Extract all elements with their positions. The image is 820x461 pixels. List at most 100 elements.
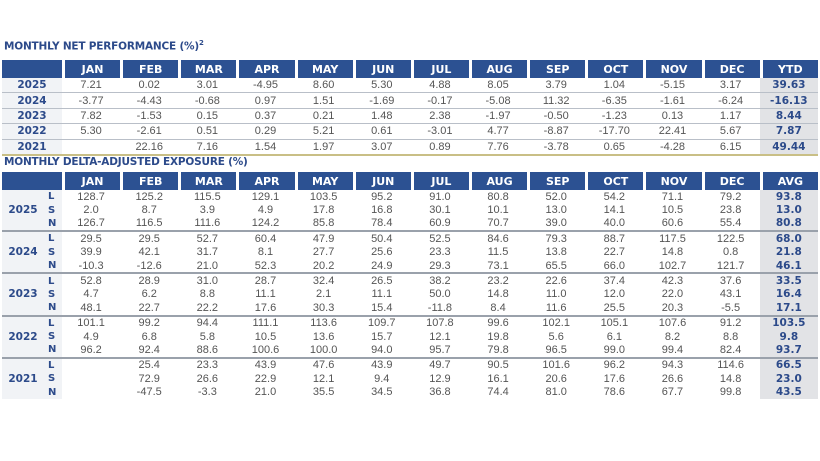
value-cell: 88.6 bbox=[196, 343, 219, 356]
table-row: N 48.1 22.7 22.2 17.6 30.3 15.4 -11.8 8.4 11.6 25.… bbox=[2, 301, 818, 315]
value-cell: 2.0 bbox=[83, 204, 99, 217]
footnote-marker: 2 bbox=[198, 39, 204, 47]
value-cell: 49.7 bbox=[410, 356, 469, 372]
value-cell: 35.5 bbox=[312, 386, 335, 399]
value-cell: 22.9 bbox=[254, 372, 277, 385]
value-cell: -11.8 bbox=[427, 301, 453, 314]
value-cell: 30.3 bbox=[312, 301, 335, 314]
value-cell: 36.8 bbox=[429, 386, 451, 399]
value-cell: 124.2 bbox=[251, 217, 280, 230]
value-cell: 0.89 bbox=[410, 138, 469, 156]
avg-cell: 16.4 bbox=[759, 287, 818, 302]
value-cell: 26.5 bbox=[352, 272, 411, 287]
value-cell bbox=[62, 385, 120, 398]
column-header: NOV bbox=[643, 172, 702, 190]
value-cell: 0.61 bbox=[352, 123, 411, 138]
value-cell: 8.60 bbox=[312, 79, 335, 92]
value-cell: 10.5 bbox=[254, 330, 277, 343]
value-cell: 14.8 bbox=[719, 372, 742, 385]
value-cell: 60.9 bbox=[429, 217, 451, 230]
year-label: 2023 bbox=[2, 272, 44, 315]
table-row: S 4.9 6.8 5.8 10.5 13.6 15.7 12.1 19.8 5.6 6.1 8.2 8… bbox=[2, 329, 818, 344]
value-cell: 7.82 bbox=[62, 107, 121, 123]
table-row: S 2.0 8.7 3.9 4.9 17.8 16.8 30.1 10.1 13.0 14.1 10.… bbox=[2, 203, 818, 217]
value-cell: 28.9 bbox=[120, 272, 179, 287]
value-cell: 96.2 bbox=[585, 356, 644, 372]
value-cell: 9.4 bbox=[374, 372, 390, 385]
column-header: APR bbox=[236, 60, 295, 78]
value-cell: 4.9 bbox=[257, 204, 274, 217]
value-cell: 29.3 bbox=[429, 259, 451, 272]
year-label: 2023 bbox=[2, 107, 62, 124]
value-cell: 79.3 bbox=[527, 230, 586, 245]
value-cell: 8.05 bbox=[487, 79, 509, 92]
value-cell: -3.77 bbox=[62, 92, 121, 107]
ytd-cell: 49.44 bbox=[759, 138, 818, 156]
value-cell: -0.50 bbox=[527, 107, 586, 123]
value-cell: 129.1 bbox=[251, 190, 280, 203]
column-header: AUG bbox=[468, 60, 528, 78]
column-header: JUL bbox=[410, 172, 469, 190]
header-row: JAN FEB MAR APR MAY JUN JUL AUG SEP OCT NOV DEC YTD bbox=[2, 60, 818, 78]
value-cell: 48.1 bbox=[80, 301, 102, 314]
table-row: 2024 L 29.5 29.5 52.7 60.4 47.9 50.4 52.5 84.6 79.… bbox=[2, 230, 818, 273]
exposure-type-label: L bbox=[44, 314, 62, 330]
table-row: 2022 L 101.1 99.2 94.4 111.1 113.6 109.7 107.8 99… bbox=[2, 314, 818, 357]
value-cell: 8.8 bbox=[199, 288, 215, 301]
value-cell: 100.0 bbox=[309, 343, 338, 356]
exposure-type-label: L bbox=[44, 356, 62, 373]
value-cell bbox=[62, 356, 121, 372]
exposure-type-label: L bbox=[44, 272, 62, 288]
table-row: 2025 7.21 0.02 3.01 -4.95 8.60 5.30 4.88 8.05 3.7… bbox=[2, 78, 818, 93]
table-row: S 39.9 42.1 31.7 8.1 27.7 25.6 23.3 11.5 13.8 22.7… bbox=[2, 245, 818, 259]
avg-cell: 93.8 bbox=[759, 190, 818, 204]
avg-cell: 68.0 bbox=[759, 230, 818, 246]
value-cell: 21.0 bbox=[196, 259, 219, 272]
value-cell: 0.15 bbox=[178, 107, 237, 123]
value-cell: 20.3 bbox=[661, 301, 684, 314]
exposure-type-label: S bbox=[44, 203, 62, 217]
column-header: FEB bbox=[120, 60, 179, 78]
value-cell: -6.24 bbox=[701, 92, 760, 107]
value-cell: -1.23 bbox=[585, 107, 644, 123]
value-cell: 50.0 bbox=[429, 288, 451, 301]
value-cell: 99.8 bbox=[719, 386, 742, 399]
value-cell: -4.95 bbox=[252, 79, 279, 92]
exposure-type-label: S bbox=[44, 287, 62, 302]
avg-cell: 46.1 bbox=[759, 258, 818, 273]
exposure-type-label: N bbox=[44, 258, 62, 273]
value-cell: 16.8 bbox=[371, 204, 393, 217]
value-cell: 34.5 bbox=[371, 386, 393, 399]
avg-cell: 33.5 bbox=[759, 272, 818, 288]
value-cell: 6.1 bbox=[606, 330, 622, 343]
value-cell: 0.65 bbox=[585, 138, 644, 156]
value-cell: 1.48 bbox=[352, 107, 411, 123]
value-cell: 26.6 bbox=[661, 372, 684, 385]
value-cell: 5.30 bbox=[371, 79, 393, 92]
value-cell: -5.5 bbox=[721, 301, 741, 314]
performance-title: MONTHLY NET PERFORMANCE (%)2 bbox=[4, 39, 204, 53]
value-cell: 1.54 bbox=[236, 138, 295, 156]
value-cell: 43.9 bbox=[352, 356, 411, 372]
value-cell bbox=[62, 138, 121, 156]
column-header: JAN bbox=[62, 172, 121, 190]
avg-cell: 13.0 bbox=[759, 203, 818, 217]
value-cell: 5.67 bbox=[701, 123, 760, 138]
table-row: N -10.3 -12.6 21.0 52.3 20.2 24.9 29.3 73.1 65.5 6… bbox=[2, 258, 818, 273]
value-cell: 78.6 bbox=[603, 386, 626, 399]
value-cell: 5.30 bbox=[62, 123, 121, 138]
value-cell: 22.2 bbox=[196, 301, 219, 314]
value-cell: 22.0 bbox=[661, 288, 684, 301]
column-header: MAY bbox=[294, 60, 353, 78]
value-cell: 0.51 bbox=[178, 123, 237, 138]
value-cell: 17.6 bbox=[603, 372, 626, 385]
value-cell: 94.4 bbox=[178, 314, 237, 330]
value-cell: -0.17 bbox=[410, 92, 469, 107]
column-header: SEP bbox=[527, 172, 586, 190]
column-header: MAR bbox=[178, 60, 237, 78]
value-cell: 22.7 bbox=[138, 301, 160, 314]
value-cell: 107.6 bbox=[643, 314, 702, 330]
value-cell: 99.2 bbox=[120, 314, 179, 330]
value-cell: 91.2 bbox=[701, 314, 760, 330]
exposure-type-label: N bbox=[44, 301, 62, 315]
